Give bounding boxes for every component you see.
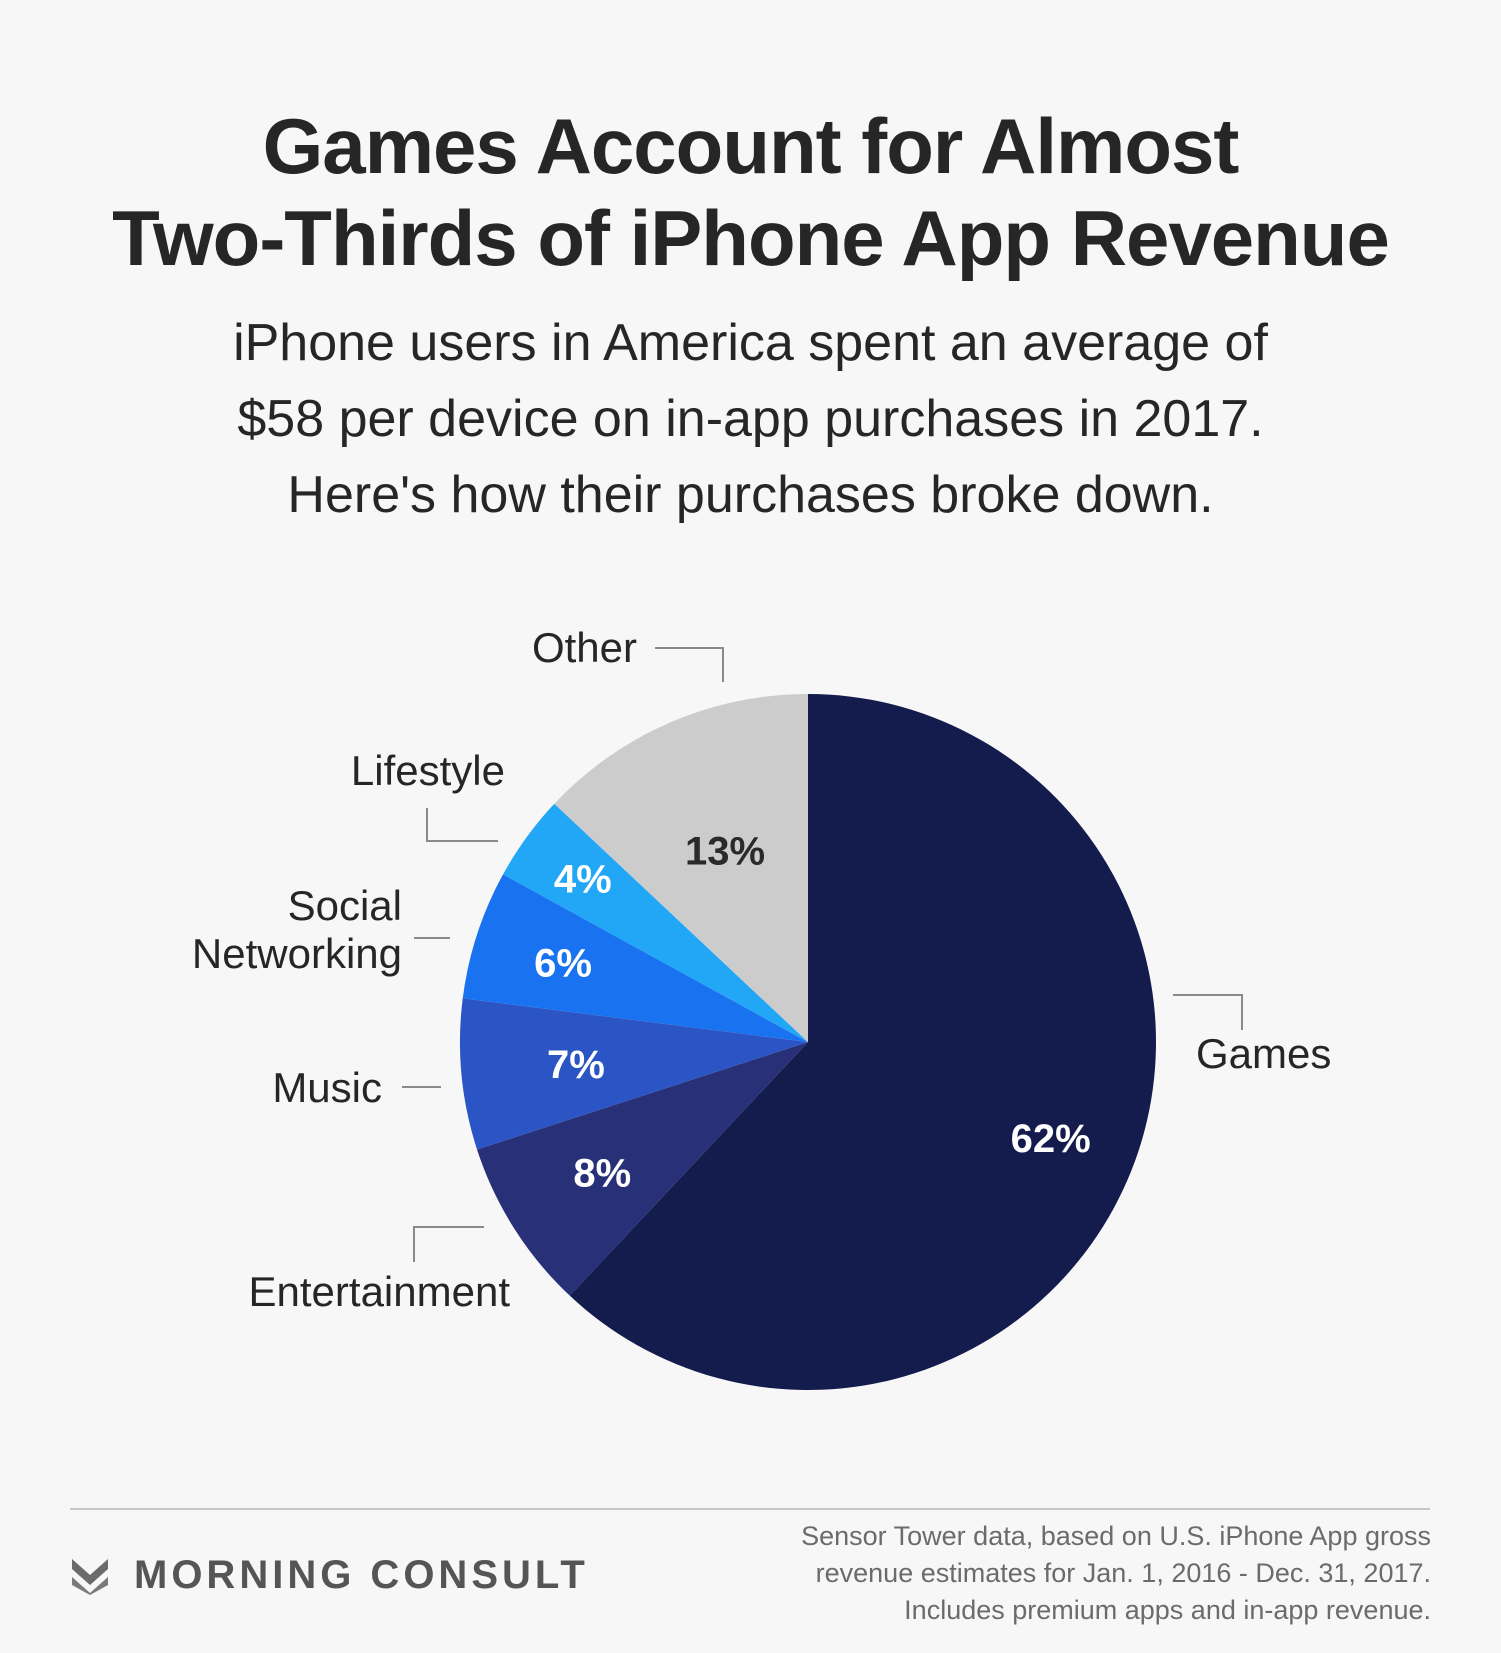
source-note: Sensor Tower data, based on U.S. iPhone … xyxy=(801,1518,1431,1629)
source-line-1: Sensor Tower data, based on U.S. iPhone … xyxy=(801,1521,1431,1551)
slice-value-label-social-networking: 6% xyxy=(534,941,592,985)
morning-consult-mark-icon xyxy=(72,1559,108,1595)
subtitle-line-3: Here's how their purchases broke down. xyxy=(287,466,1214,524)
slice-value-label-lifestyle: 4% xyxy=(554,857,612,901)
slice-value-label-games: 62% xyxy=(1011,1117,1091,1161)
category-label-social-networking: Social xyxy=(288,882,402,929)
category-label-entertainment: Entertainment xyxy=(249,1268,511,1315)
source-line-2: revenue estimates for Jan. 1, 2016 - Dec… xyxy=(815,1558,1431,1588)
leader-line-games xyxy=(1173,994,1243,1030)
chart-title: Games Account for Almost Two-Thirds of i… xyxy=(0,100,1501,284)
brand-logo: MORNING CONSULT xyxy=(70,1550,589,1600)
category-label-social-networking: Networking xyxy=(192,930,402,977)
subtitle-line-2: $58 per device on in-app purchases in 20… xyxy=(237,390,1264,448)
pie-slice-entertainment xyxy=(477,1042,808,1296)
subtitle-line-1: iPhone users in America spent an average… xyxy=(233,314,1268,372)
category-label-games: Games xyxy=(1196,1030,1331,1077)
pie-slice-music xyxy=(459,998,808,1150)
slice-value-label-music: 7% xyxy=(547,1043,605,1087)
leader-line-lifestyle xyxy=(426,808,498,842)
title-line-2: Two-Thirds of iPhone App Revenue xyxy=(112,194,1390,282)
brand-name: MORNING CONSULT xyxy=(134,1552,589,1597)
slice-value-label-other: 13% xyxy=(685,829,765,873)
title-line-1: Games Account for Almost xyxy=(262,102,1240,190)
slice-value-label-entertainment: 8% xyxy=(573,1152,631,1196)
leader-line-entertainment xyxy=(413,1226,484,1262)
leader-line-other xyxy=(655,647,724,682)
footer-divider xyxy=(70,1508,1430,1510)
source-line-3: Includes premium apps and in-app revenue… xyxy=(904,1595,1431,1625)
pie-slice-social-networking xyxy=(462,874,808,1042)
pie-slice-other xyxy=(554,694,808,1042)
pie-slice-games xyxy=(569,694,1157,1391)
chart-subtitle: iPhone users in America spent an average… xyxy=(0,305,1501,533)
category-label-music: Music xyxy=(272,1064,382,1111)
category-label-other: Other xyxy=(532,624,637,671)
pie-slice-lifestyle xyxy=(503,803,808,1042)
category-label-lifestyle: Lifestyle xyxy=(351,747,505,794)
